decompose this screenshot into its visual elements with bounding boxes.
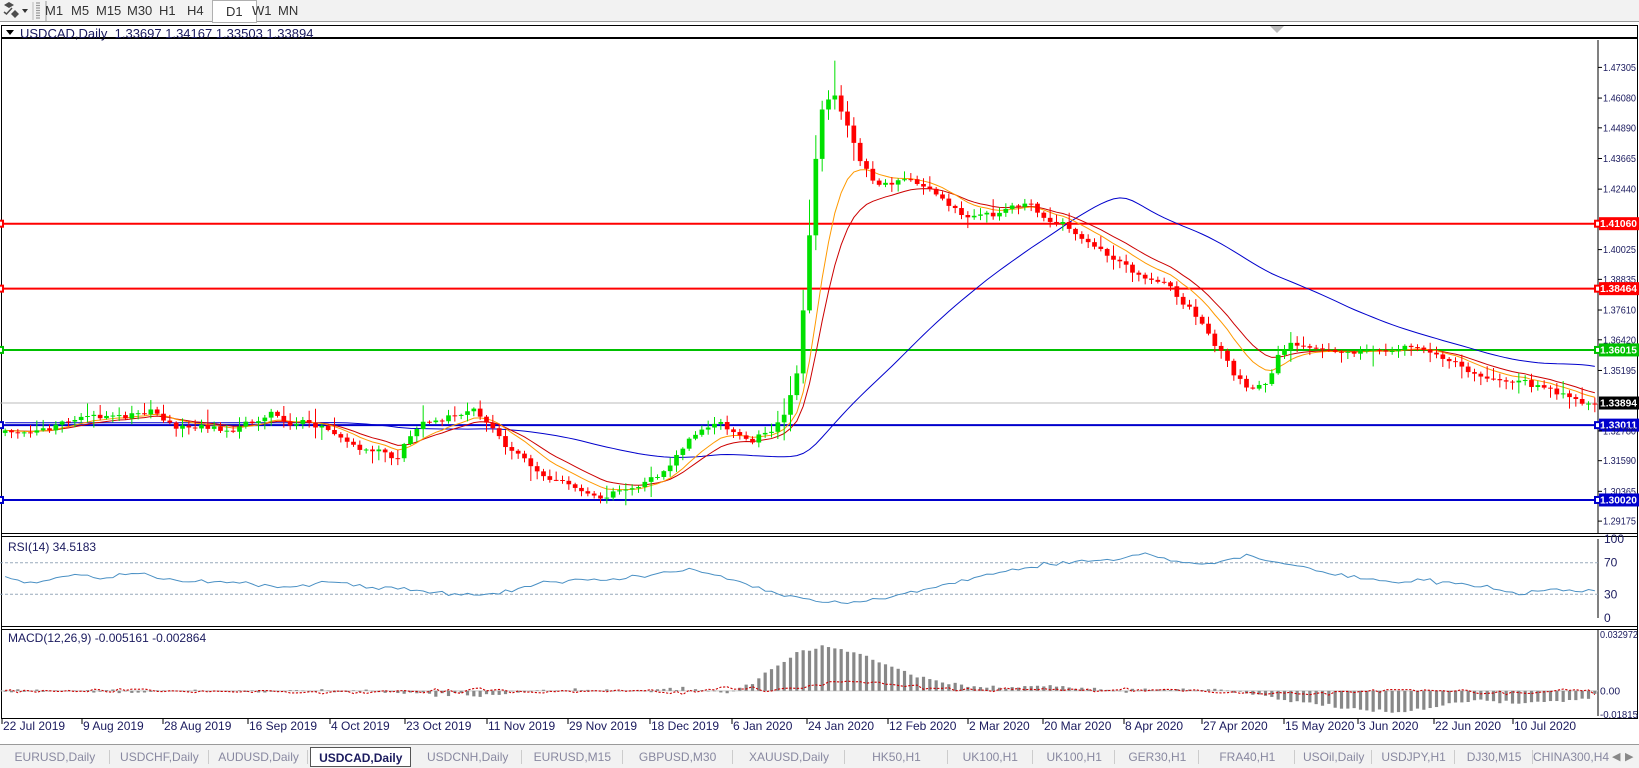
- svg-text:1.37610: 1.37610: [1603, 306, 1636, 317]
- svg-text:1.29175: 1.29175: [1603, 517, 1636, 528]
- svg-text:1.33894: 1.33894: [1600, 399, 1637, 410]
- svg-text:0.00: 0.00: [1600, 686, 1620, 697]
- svg-text:100: 100: [1604, 532, 1624, 546]
- svg-text:1.42440: 1.42440: [1603, 185, 1636, 196]
- svg-text:1.44890: 1.44890: [1603, 123, 1636, 134]
- svg-text:0.032972: 0.032972: [1600, 630, 1638, 641]
- svg-text:1.30020: 1.30020: [1600, 495, 1637, 506]
- svg-text:1.47305: 1.47305: [1603, 63, 1636, 74]
- svg-text:0: 0: [1604, 611, 1611, 625]
- svg-text:1.38464: 1.38464: [1600, 284, 1637, 295]
- svg-text:1.40025: 1.40025: [1603, 245, 1636, 256]
- svg-text:70: 70: [1604, 556, 1618, 570]
- svg-text:1.41060: 1.41060: [1600, 219, 1637, 230]
- svg-text:1.32780: 1.32780: [1603, 426, 1636, 437]
- svg-text:1.31590: 1.31590: [1603, 456, 1636, 467]
- svg-text:1.46080: 1.46080: [1603, 94, 1636, 105]
- svg-text:1.36015: 1.36015: [1600, 345, 1637, 356]
- svg-text:1.43665: 1.43665: [1603, 154, 1636, 165]
- svg-text:30: 30: [1604, 587, 1618, 601]
- svg-text:1.35195: 1.35195: [1603, 366, 1636, 377]
